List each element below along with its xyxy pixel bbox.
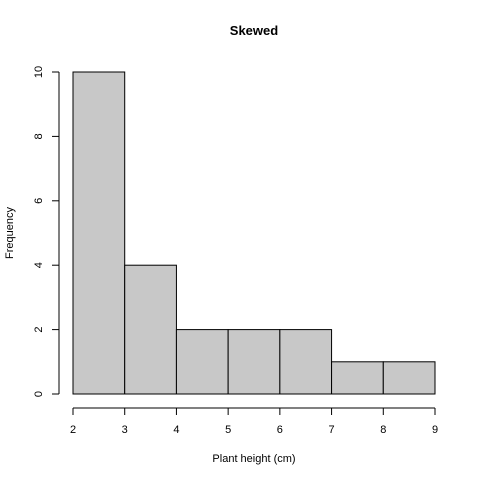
histogram-bar-8-9 xyxy=(382,361,436,395)
x-tick-label: 9 xyxy=(432,424,438,436)
bars-group xyxy=(72,71,436,395)
x-tick-label: 8 xyxy=(380,424,386,436)
histogram-bar-3-4 xyxy=(124,264,177,395)
x-tick-label: 6 xyxy=(277,424,283,436)
y-axis: 0 2 4 6 8 10 xyxy=(33,66,60,397)
x-axis: 2 3 4 5 6 7 8 9 xyxy=(70,407,438,436)
y-tick-label: 6 xyxy=(33,198,45,204)
histogram-bar-6-7 xyxy=(279,329,333,395)
y-tick-label: 0 xyxy=(33,391,45,397)
y-tick-label: 8 xyxy=(33,133,45,139)
y-tick-label: 10 xyxy=(33,66,45,78)
histogram-bar-5-6 xyxy=(227,329,281,395)
y-tick-label: 4 xyxy=(33,262,45,268)
x-tick-label: 4 xyxy=(173,424,179,436)
x-tick-label: 3 xyxy=(122,424,128,436)
x-axis-title: Plant height (cm) xyxy=(212,453,295,465)
histogram-bar-7-8 xyxy=(331,361,384,395)
chart-title: Skewed xyxy=(230,23,278,38)
histogram-bar-2-3 xyxy=(72,71,126,395)
x-tick-label: 5 xyxy=(225,424,231,436)
x-tick-label: 2 xyxy=(70,424,76,436)
histogram-bar-4-5 xyxy=(175,329,229,395)
y-axis-title: Frequency xyxy=(4,207,16,259)
y-tick-label: 2 xyxy=(33,327,45,333)
x-tick-label: 7 xyxy=(329,424,335,436)
